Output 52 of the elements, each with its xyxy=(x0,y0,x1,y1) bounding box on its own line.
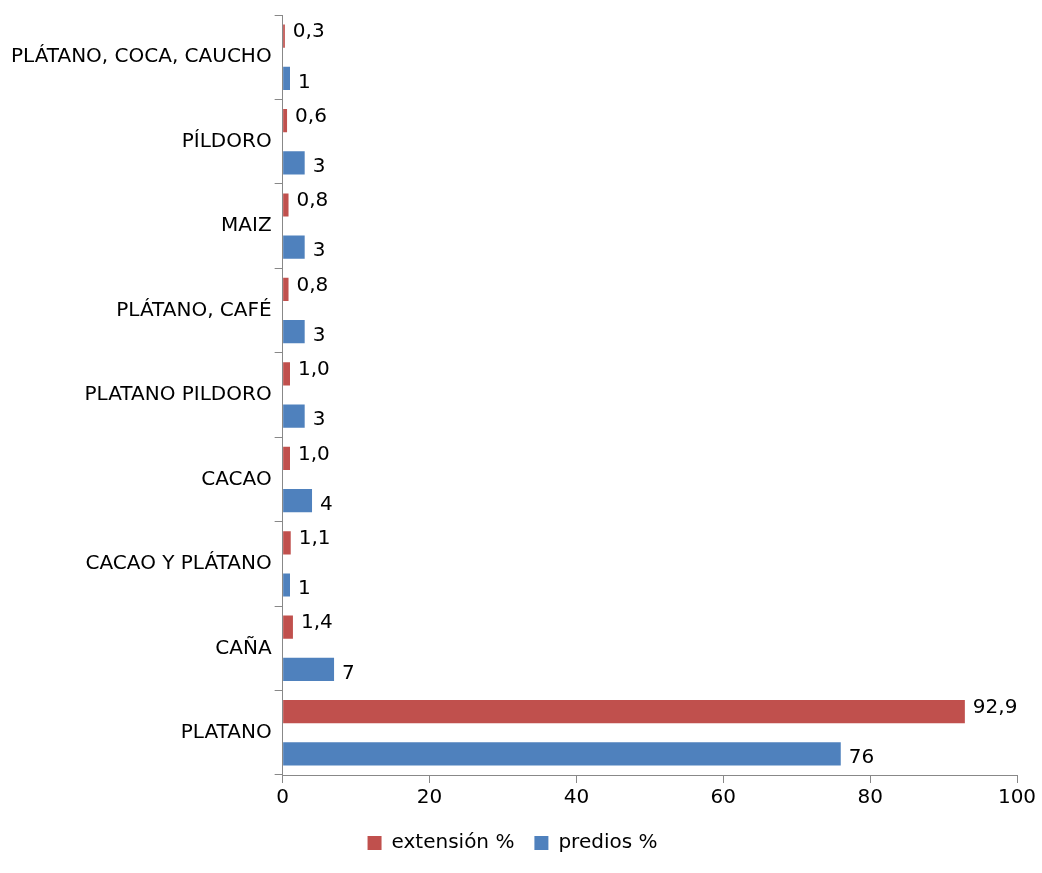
bar xyxy=(283,320,305,344)
data-label: 1,1 xyxy=(298,524,331,549)
bar xyxy=(283,742,841,766)
data-label: 1 xyxy=(298,575,311,600)
bar xyxy=(283,277,289,302)
y-tick-label: PLATANO PILDORO xyxy=(84,381,272,406)
data-label: 1,0 xyxy=(298,440,330,465)
y-tick-label: PÍLDORO xyxy=(181,127,272,152)
bar xyxy=(283,362,290,386)
data-label: 1,0 xyxy=(298,356,330,381)
legend-label: predios % xyxy=(558,829,658,854)
data-label: 7 xyxy=(342,659,355,684)
data-label: 0,8 xyxy=(296,271,329,296)
bar xyxy=(283,657,335,682)
x-tick-label: 40 xyxy=(563,784,590,809)
data-label: 3 xyxy=(312,152,326,177)
y-tick-label: CAÑA xyxy=(215,634,272,659)
bar xyxy=(283,235,305,259)
x-tick-label: 20 xyxy=(416,784,443,809)
bar xyxy=(283,615,293,639)
bar xyxy=(283,151,305,175)
y-tick-label: MAIZ xyxy=(221,212,272,237)
y-tick-label: CACAO xyxy=(201,465,272,490)
data-label: 92,9 xyxy=(972,693,1018,718)
x-tick-label: 0 xyxy=(276,784,290,809)
bar xyxy=(283,573,290,597)
data-label: 0,6 xyxy=(295,102,327,127)
y-tick-label: CACAO Y PLÁTANO xyxy=(85,550,272,575)
bar xyxy=(283,404,305,428)
data-label: 3 xyxy=(312,321,326,346)
data-label: 0,8 xyxy=(296,187,329,212)
bar xyxy=(283,108,288,133)
data-label: 1,4 xyxy=(300,609,333,634)
data-label: 3 xyxy=(312,406,326,431)
y-tick-label: PLÁTANO, COCA, CAUCHO xyxy=(11,43,272,68)
bar xyxy=(283,700,965,724)
y-tick-label: PLÁTANO, CAFÉ xyxy=(116,296,272,321)
data-label: 76 xyxy=(848,744,875,769)
bar xyxy=(283,531,291,555)
bar xyxy=(283,66,290,90)
y-tick-label: PLATANO xyxy=(180,718,272,743)
x-tick-label: 60 xyxy=(710,784,736,809)
data-label: 3 xyxy=(312,237,326,262)
data-label: 4 xyxy=(320,490,333,515)
legend-label: extensión % xyxy=(391,829,515,854)
x-tick-label: 100 xyxy=(997,784,1037,809)
data-label: 0,3 xyxy=(292,18,325,43)
bar xyxy=(283,488,313,513)
data-label: 1 xyxy=(298,68,311,93)
bar xyxy=(283,193,289,217)
bar xyxy=(283,446,290,470)
x-tick-label: 80 xyxy=(857,784,883,809)
